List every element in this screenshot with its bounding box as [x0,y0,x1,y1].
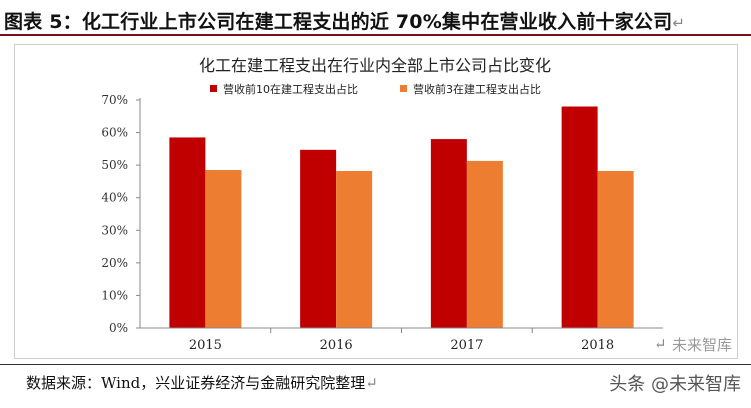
y-tick-label: 60% [101,126,128,140]
chart-frame: 化工在建工程支出在行业内全部上市公司占比变化 营收前10在建工程支出占比 营收前… [14,44,738,359]
legend-label-series-2: 营收前3在建工程支出占比 [413,82,541,96]
bar-series-1-2017 [430,139,467,328]
y-axis: 0% 10% 20% 30% 40% 50% 60% 70% [101,93,141,335]
x-tick-label: 2015 [189,338,222,353]
caption-rule [0,34,751,36]
y-tick-label: 40% [101,191,128,205]
bar-series-1-2018 [561,106,598,328]
y-tick-label: 50% [101,158,128,172]
y-tick-label: 70% [101,93,128,107]
source-note: 数据来源：Wind，兴业证券经济与金融研究院整理↵ [26,372,378,393]
chart-title: 化工在建工程支出在行业内全部上市公司占比变化 [199,56,551,75]
watermark-upper: 未来智库 [672,336,733,354]
y-tick-label: 0% [109,321,128,335]
bar-series-1-2015 [169,137,206,328]
plot-area [169,106,634,328]
source-return-mark: ↵ [365,374,378,392]
watermark: 头条 @未来智库 [609,370,741,396]
bar-series-1-2016 [300,149,337,328]
bar-series-2-2016 [336,171,373,328]
figure-caption: 图表 5：化工行业上市公司在建工程支出的近 70%集中在营业收入前十家公司↵ [4,7,749,34]
source-rule [0,364,751,365]
legend-swatch-series-1 [210,85,217,92]
watermark-text: 头条 @未来智库 [609,374,741,395]
bar-series-2-2015 [205,170,242,328]
y-tick-label: 30% [101,223,128,237]
x-tick-label: 2016 [320,338,353,353]
chart-return-mark: ↵ [654,335,667,353]
x-tick-label: 2017 [450,338,483,353]
x-axis: 2015 2016 2017 2018 [140,327,663,353]
y-tick-label: 10% [101,288,128,302]
caption-return-mark: ↵ [672,14,686,32]
bar-chart: 化工在建工程支出在行业内全部上市公司占比变化 营收前10在建工程支出占比 营收前… [101,56,663,353]
legend-label-series-1: 营收前10在建工程支出占比 [223,82,358,96]
y-tick-label: 20% [101,256,128,270]
bar-series-2-2018 [597,171,634,328]
caption-text: 图表 5：化工行业上市公司在建工程支出的近 70%集中在营业收入前十家公司 [4,11,673,33]
source-text: 数据来源：Wind，兴业证券经济与金融研究院整理 [26,374,366,392]
bar-series-2-2017 [466,160,503,328]
legend-swatch-series-2 [400,85,407,92]
x-tick-label: 2018 [581,338,614,353]
legend: 营收前10在建工程支出占比 营收前3在建工程支出占比 [210,82,541,96]
